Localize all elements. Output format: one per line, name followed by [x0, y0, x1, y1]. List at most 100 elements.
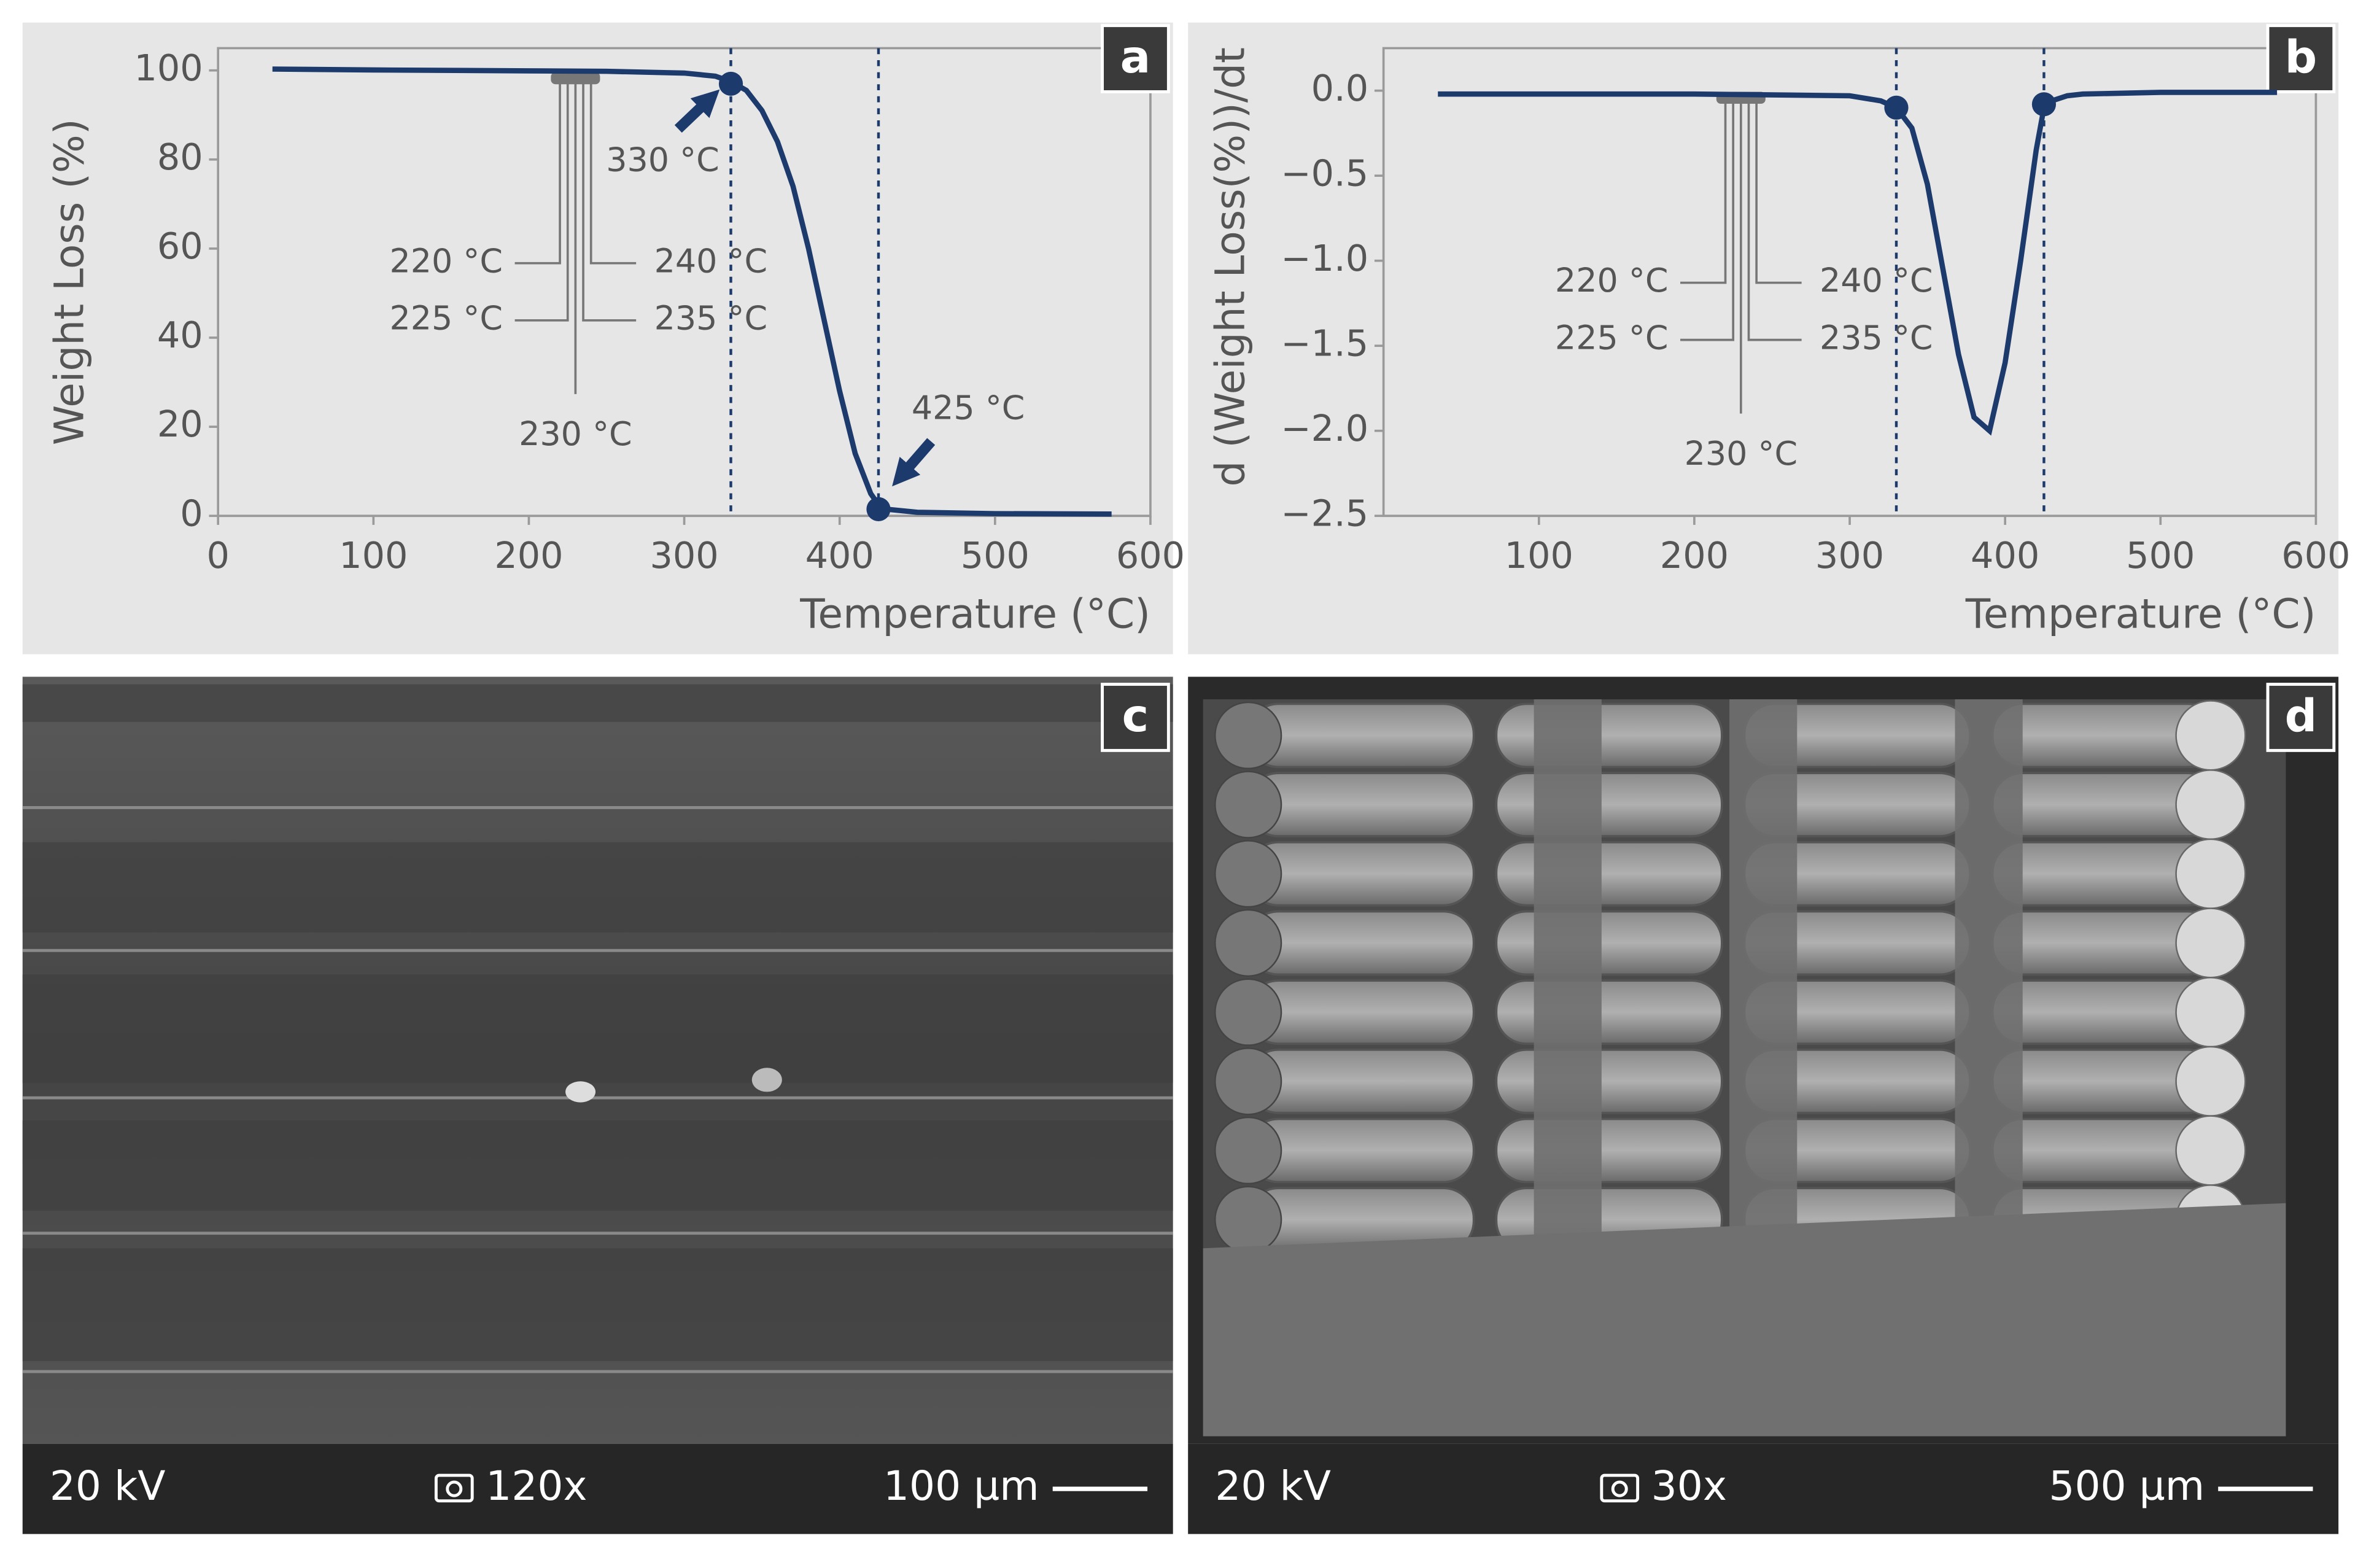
sem-band — [22, 842, 1173, 933]
temp-label: 225 °C — [389, 298, 503, 337]
sem-filament-end — [2175, 1115, 2246, 1186]
temp-label: 230 °C — [519, 414, 632, 453]
marker-label: 425 °C — [912, 388, 1025, 427]
sem-filament-end — [2175, 977, 2246, 1048]
x-axis-label: Temperature (°C) — [1965, 590, 2316, 637]
y-tick-label: 100 — [134, 47, 203, 89]
sem-filament — [1495, 1117, 1723, 1184]
marker — [718, 71, 743, 96]
sem-filament-end — [2175, 1046, 2246, 1117]
x-tick-label: 300 — [650, 534, 718, 576]
voltage: 20 kV — [1215, 1462, 1331, 1510]
y-axis-label: d (Weight Loss(%))/dt — [1207, 47, 1254, 487]
data-line — [1438, 90, 2278, 436]
x-tick-label: 600 — [1116, 534, 1185, 576]
sem-filament-end — [1214, 1116, 1282, 1185]
x-tick-label: 100 — [1505, 534, 1573, 576]
y-axis-label: Weight Loss (%) — [46, 118, 93, 445]
panel-label: b — [2285, 31, 2317, 83]
camera-lens — [1611, 1480, 1628, 1497]
temp-label: 240 °C — [1820, 261, 1933, 300]
panel-label: c — [1122, 690, 1149, 742]
sem-filament-end — [1214, 701, 1282, 769]
arrow — [892, 438, 936, 487]
sem-filament-end — [1214, 770, 1282, 839]
sem-base — [1203, 1203, 2286, 1437]
scale-label: 500 µm — [2049, 1462, 2205, 1510]
sem-filament — [1495, 840, 1723, 907]
temp-branch — [589, 78, 637, 265]
x-tick-label: 600 — [2281, 534, 2350, 576]
panel-label-box — [1101, 24, 1170, 93]
sem-filament-end — [2175, 907, 2246, 979]
sem-filament-end — [1214, 978, 1282, 1046]
x-tick-label: 100 — [339, 534, 408, 576]
temp-branch — [514, 78, 561, 265]
marker-label: 330 °C — [606, 140, 719, 179]
sem-filament-end — [1214, 1186, 1282, 1254]
y-tick-label: 0.0 — [1311, 67, 1368, 109]
marker — [866, 497, 891, 521]
panel-label: d — [2285, 690, 2317, 742]
temp-label: 235 °C — [1820, 318, 1933, 357]
sem-wall — [1955, 699, 2023, 1301]
magnification: 120x — [486, 1462, 587, 1510]
arrow — [674, 89, 720, 133]
y-tick-label: 0 — [180, 492, 203, 534]
sem-filament-end — [2175, 838, 2246, 909]
y-tick-label: −1.5 — [1281, 322, 1368, 364]
sem-filament — [1495, 910, 1723, 976]
sem-band — [22, 1248, 1173, 1361]
marker — [2031, 92, 2057, 117]
sem-wall — [1534, 699, 1602, 1301]
panel-label-box — [1101, 683, 1170, 752]
panel-label: a — [1120, 31, 1151, 83]
temp-branch — [1755, 98, 1802, 284]
marker — [1884, 95, 1909, 120]
y-tick-label: −2.0 — [1281, 407, 1368, 449]
temp-branch — [1680, 98, 1735, 341]
x-tick-label: 200 — [1660, 534, 1729, 576]
temp-bar — [551, 72, 600, 85]
caption-bar — [22, 1443, 1173, 1534]
camera-lens — [446, 1480, 463, 1497]
x-tick-label: 0 — [206, 534, 229, 576]
sem-band — [22, 684, 1173, 722]
x-tick-label: 500 — [2126, 534, 2195, 576]
sem-filament — [1495, 979, 1723, 1045]
temp-branch — [1747, 98, 1802, 341]
x-tick-label: 400 — [805, 534, 874, 576]
caption-bar — [1188, 1443, 2339, 1534]
y-tick-label: −2.5 — [1281, 492, 1368, 534]
sem-filament-end — [1214, 1047, 1282, 1116]
scale-label: 100 µm — [883, 1462, 1039, 1510]
panel-label-box — [2266, 24, 2336, 93]
temp-branch — [514, 78, 569, 322]
temp-label: 220 °C — [389, 241, 503, 280]
temp-label: 240 °C — [654, 241, 768, 280]
x-tick-label: 400 — [1971, 534, 2039, 576]
x-tick-label: 200 — [494, 534, 563, 576]
y-tick-label: −0.5 — [1281, 152, 1368, 194]
x-axis-label: Temperature (°C) — [799, 590, 1150, 637]
y-tick-label: −1.0 — [1281, 237, 1368, 279]
sem-band — [22, 974, 1173, 1083]
y-tick-label: 60 — [157, 225, 203, 267]
temp-branch — [582, 78, 637, 322]
sem-band — [22, 1120, 1173, 1211]
sem-filament — [1495, 702, 1723, 769]
y-tick-label: 40 — [157, 314, 203, 356]
temp-label: 230 °C — [1685, 434, 1798, 473]
camera-icon — [1600, 1473, 1640, 1503]
voltage: 20 kV — [50, 1462, 166, 1510]
magnification: 30x — [1651, 1462, 1727, 1510]
camera-icon — [434, 1473, 474, 1503]
sem-particle — [565, 1081, 596, 1103]
temp-label: 225 °C — [1555, 318, 1669, 357]
temp-branch — [1680, 98, 1727, 284]
x-tick-label: 500 — [961, 534, 1030, 576]
sem-filament — [1495, 1049, 1723, 1114]
panel-bg — [1188, 22, 2339, 654]
